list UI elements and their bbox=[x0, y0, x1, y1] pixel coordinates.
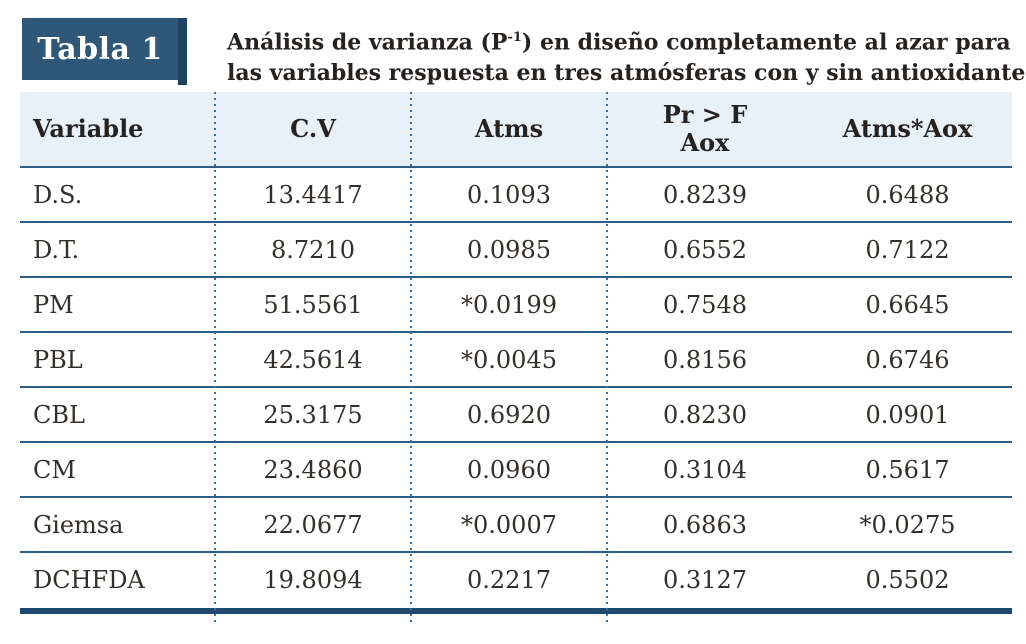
cell-atms-aox: *0.0275 bbox=[859, 510, 956, 539]
cell-variable: Giemsa bbox=[33, 510, 124, 539]
column-separator-dotted bbox=[606, 92, 608, 622]
cell-atms-aox: 0.6746 bbox=[865, 345, 950, 374]
cell-cv: 19.8094 bbox=[263, 565, 363, 594]
table-row-pbl: PBL 42.5614 *0.0045 0.8156 0.6746 bbox=[20, 333, 1012, 388]
table-row-giemsa: Giemsa 22.0677 *0.0007 0.6863 *0.0275 bbox=[20, 498, 1012, 553]
cell-variable: PBL bbox=[33, 345, 83, 374]
column-header-prf: Pr > F bbox=[662, 100, 748, 129]
column-header-variable: Variable bbox=[33, 114, 144, 143]
cell-cv: 42.5614 bbox=[263, 345, 363, 374]
cell-atms: 0.2217 bbox=[467, 565, 551, 594]
cell-prf-aox: 0.8239 bbox=[663, 180, 747, 209]
table-header-row: Variable C.V Atms Pr > F Aox Atms*Aox bbox=[20, 92, 1012, 168]
cell-cv: 13.4417 bbox=[263, 180, 363, 209]
cell-prf-aox: 0.3127 bbox=[663, 565, 747, 594]
cell-variable: PM bbox=[33, 290, 74, 319]
column-header-atms-aox: Atms*Aox bbox=[842, 114, 973, 143]
cell-atms: *0.0007 bbox=[461, 510, 557, 539]
cell-prf-aox: 0.8230 bbox=[663, 400, 747, 429]
title-text: Análisis de varianza (P bbox=[227, 29, 508, 56]
table-row-dt: D.T. 8.7210 0.0985 0.6552 0.7122 bbox=[20, 223, 1012, 278]
column-separator-dotted bbox=[410, 92, 412, 622]
cell-atms: 0.0960 bbox=[467, 455, 551, 484]
cell-prf-aox: 0.3104 bbox=[663, 455, 747, 484]
cell-cv: 51.5561 bbox=[263, 290, 363, 319]
table-badge-label: Tabla 1 bbox=[37, 31, 163, 67]
cell-atms: 0.1093 bbox=[467, 180, 551, 209]
cell-prf-aox: 0.7548 bbox=[663, 290, 747, 319]
table-body: D.S. 13.4417 0.1093 0.8239 0.6488 D.T. 8… bbox=[20, 168, 1012, 606]
cell-atms: *0.0199 bbox=[461, 290, 557, 319]
cell-atms-aox: 0.6645 bbox=[865, 290, 950, 319]
cell-atms-aox: 0.7122 bbox=[865, 235, 950, 264]
cell-atms-aox: 0.5502 bbox=[865, 565, 950, 594]
table-row-cbl: CBL 25.3175 0.6920 0.8230 0.0901 bbox=[20, 388, 1012, 443]
column-header-prf-aox: Pr > F Aox bbox=[607, 101, 803, 157]
cell-variable: D.T. bbox=[33, 235, 80, 264]
table-row-pm: PM 51.5561 *0.0199 0.7548 0.6645 bbox=[20, 278, 1012, 333]
cell-atms: 0.0985 bbox=[467, 235, 551, 264]
cell-cv: 23.4860 bbox=[263, 455, 363, 484]
cell-variable: CM bbox=[33, 455, 76, 484]
table-bottom-border bbox=[20, 608, 1012, 614]
table-title-line2: las variables respuesta en tres atmósfer… bbox=[227, 60, 1026, 87]
cell-prf-aox: 0.8156 bbox=[663, 345, 747, 374]
column-separator-dotted bbox=[214, 92, 216, 622]
table-badge-shadow-edge bbox=[178, 18, 187, 85]
cell-cv: 8.7210 bbox=[271, 235, 355, 264]
column-header-atms: Atms bbox=[474, 114, 544, 143]
cell-cv: 22.0677 bbox=[263, 510, 363, 539]
table-row-dchfda: DCHFDA 19.8094 0.2217 0.3127 0.5502 bbox=[20, 553, 1012, 606]
table-row-cm: CM 23.4860 0.0960 0.3104 0.5617 bbox=[20, 443, 1012, 498]
table-title-line1: Análisis de varianza (P-1) en diseño com… bbox=[227, 22, 1019, 58]
cell-cv: 25.3175 bbox=[263, 400, 363, 429]
cell-atms-aox: 0.0901 bbox=[865, 400, 950, 429]
table-badge: Tabla 1 bbox=[22, 18, 178, 80]
cell-atms: 0.6920 bbox=[467, 400, 551, 429]
table-row-ds: D.S. 13.4417 0.1093 0.8239 0.6488 bbox=[20, 168, 1012, 223]
cell-variable: CBL bbox=[33, 400, 85, 429]
title-text: ) en diseño completamente al azar para bbox=[521, 29, 1011, 56]
cell-atms-aox: 0.6488 bbox=[865, 180, 950, 209]
cell-prf-aox: 0.6863 bbox=[663, 510, 747, 539]
cell-variable: D.S. bbox=[33, 180, 83, 209]
column-header-cv: C.V bbox=[290, 114, 336, 143]
cell-variable: DCHFDA bbox=[33, 565, 145, 594]
cell-atms: *0.0045 bbox=[461, 345, 557, 374]
cell-atms-aox: 0.5617 bbox=[865, 455, 950, 484]
title-superscript: -1 bbox=[507, 30, 522, 45]
column-header-aox: Aox bbox=[680, 128, 730, 157]
cell-prf-aox: 0.6552 bbox=[663, 235, 747, 264]
table-title: Análisis de varianza (P-1) en diseño com… bbox=[227, 22, 1026, 89]
